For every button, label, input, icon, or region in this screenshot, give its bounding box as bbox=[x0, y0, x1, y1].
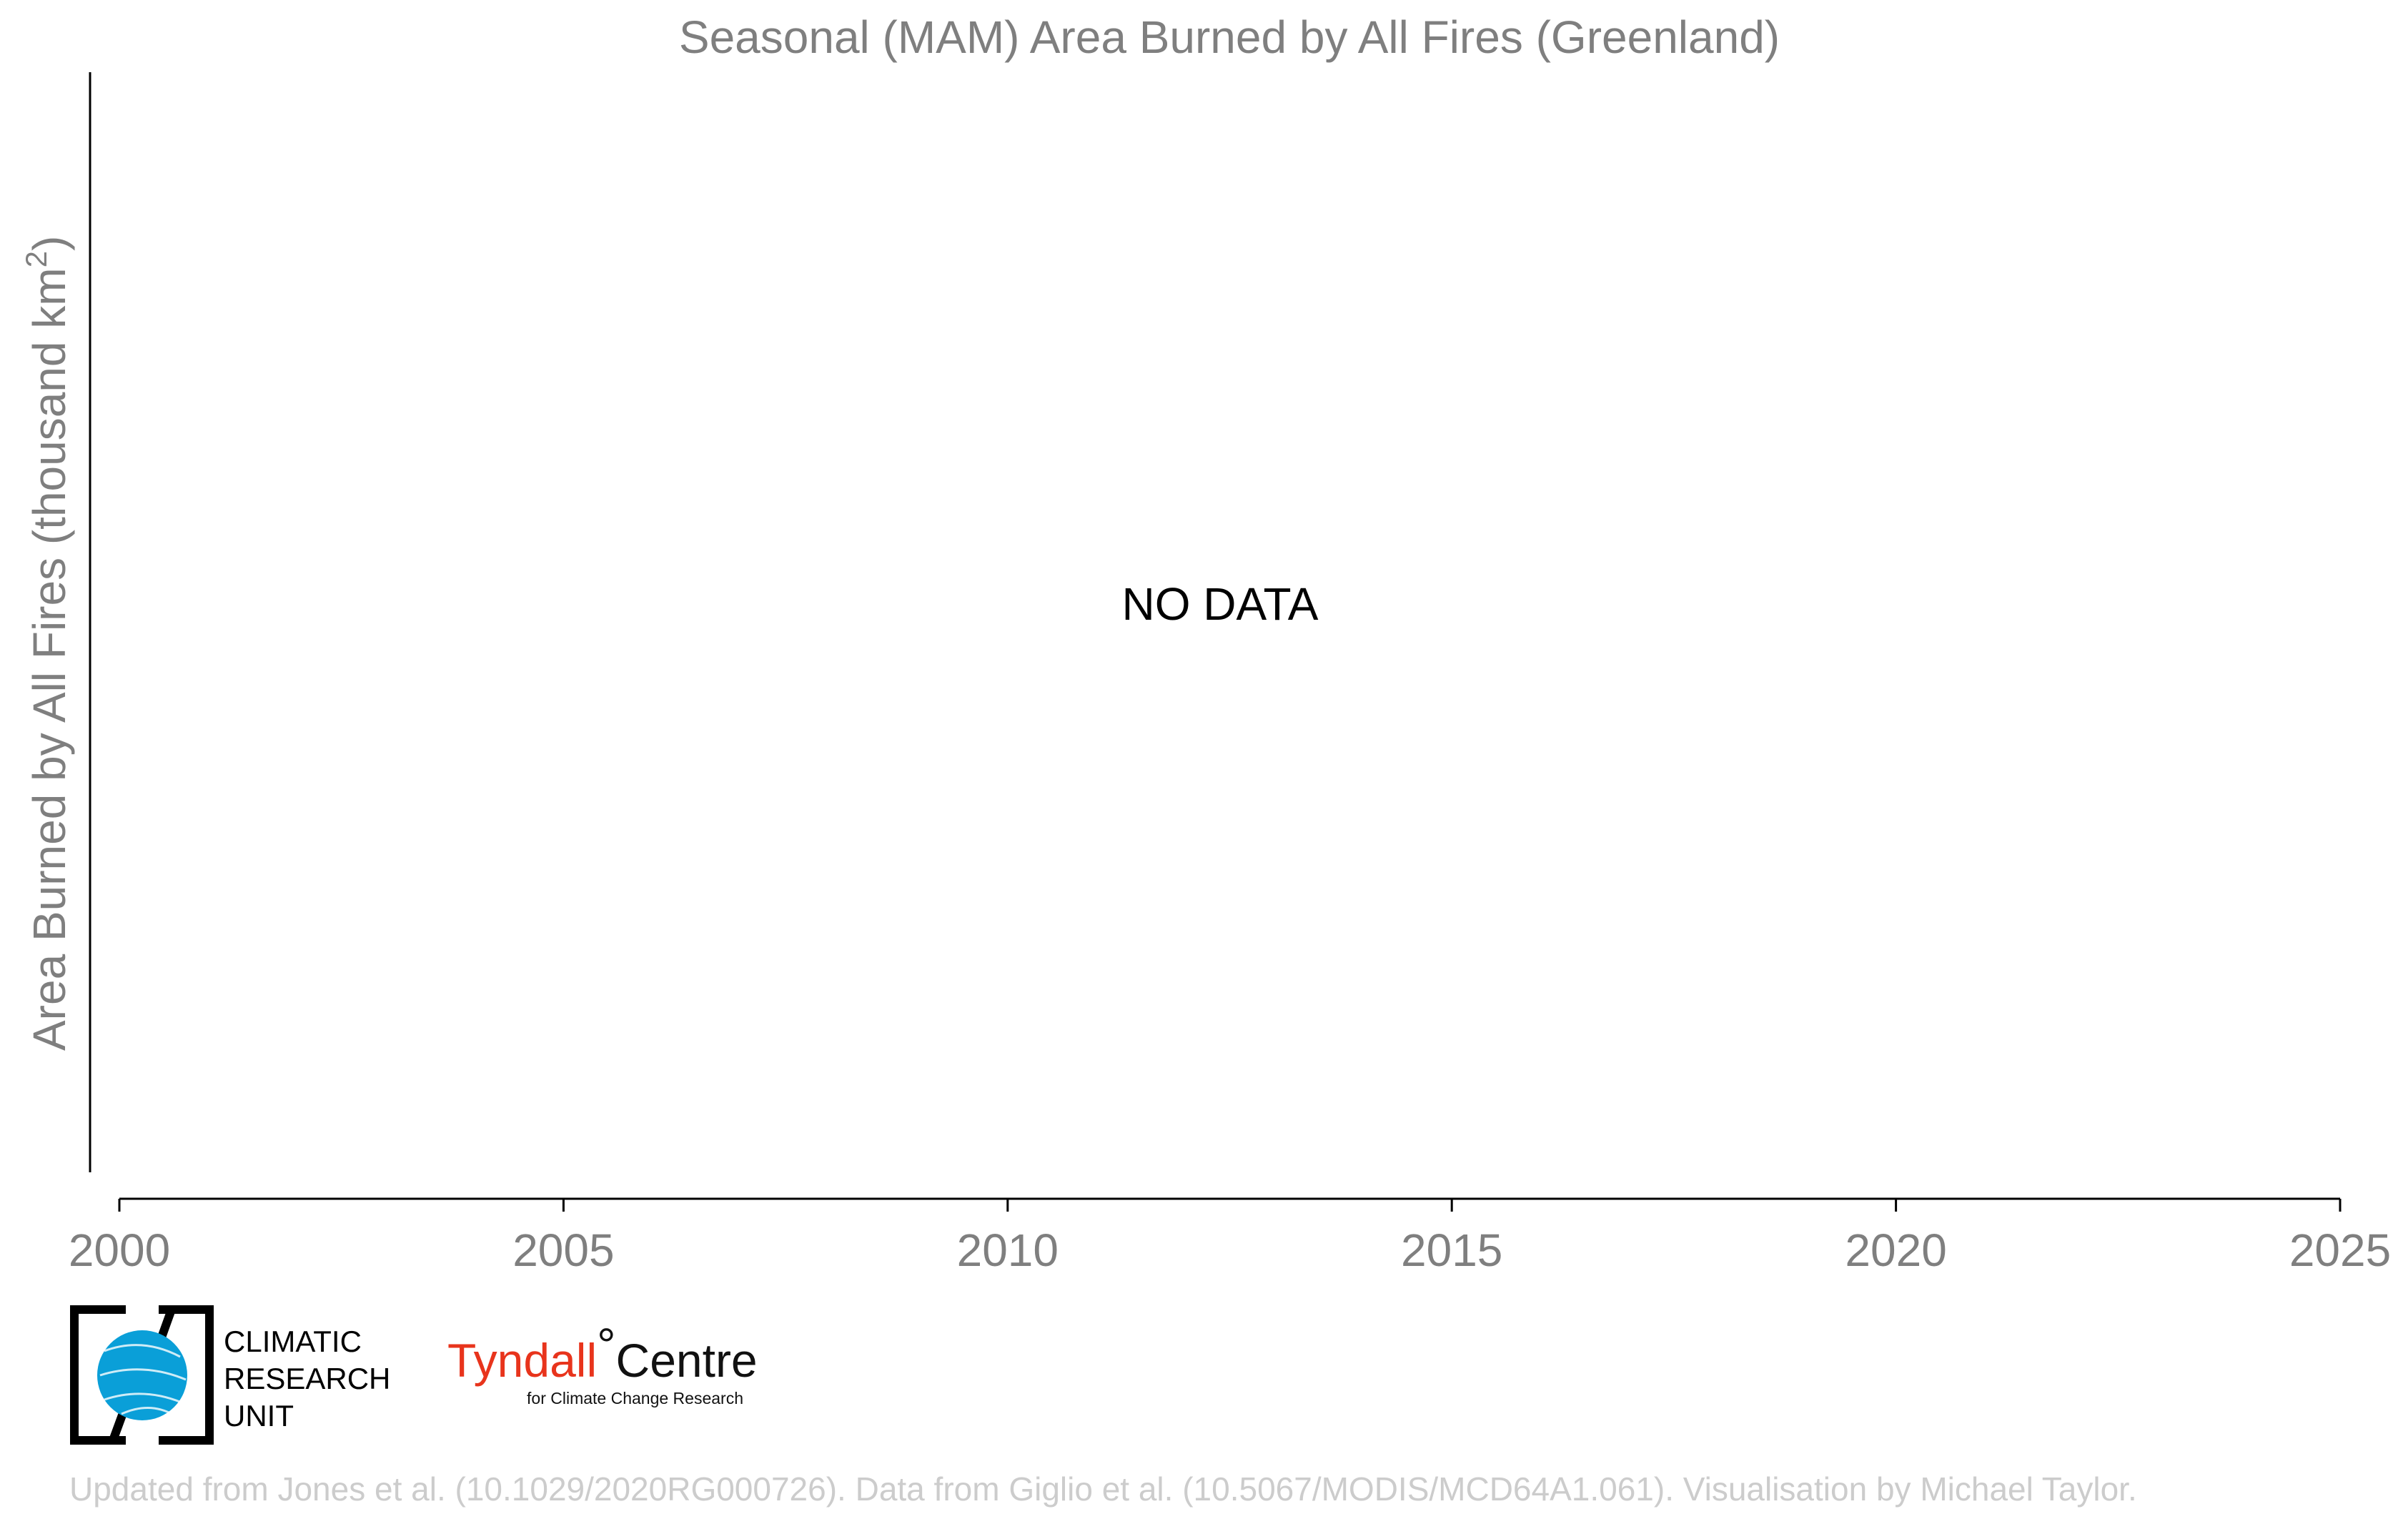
x-tick-label-2000: 2000 bbox=[69, 1224, 170, 1276]
credit-text: Updated from Jones et al. (10.1029/2020R… bbox=[69, 1470, 2137, 1508]
cru-text-line3: UNIT bbox=[224, 1399, 294, 1433]
x-tick-label-2025: 2025 bbox=[2289, 1224, 2391, 1276]
x-tick-label-2010: 2010 bbox=[957, 1224, 1059, 1276]
tyndall-subtitle: for Climate Change Research bbox=[527, 1389, 743, 1407]
y-axis-label-text: Area Burned by All Fires (thousand km bbox=[24, 267, 75, 1051]
cru-text-line2: RESEARCH bbox=[224, 1362, 390, 1395]
cru-globe-lines bbox=[99, 1344, 187, 1417]
tyndall-wordmark: Tyndall°Centre bbox=[447, 1318, 758, 1387]
chart-title: Seasonal (MAM) Area Burned by All Fires … bbox=[679, 11, 1780, 63]
y-axis-label-sup: 2 bbox=[19, 251, 53, 267]
cru-logo: CLIMATIC RESEARCH UNIT bbox=[70, 1305, 390, 1445]
x-tick-label-2005: 2005 bbox=[512, 1224, 614, 1276]
x-axis: 2000 2005 2010 2015 2020 2025 bbox=[69, 1197, 2391, 1276]
x-tick-label-2015: 2015 bbox=[1401, 1224, 1502, 1276]
no-data-annotation: NO DATA bbox=[1122, 578, 1319, 630]
x-tick-label-2020: 2020 bbox=[1845, 1224, 1946, 1276]
cru-logo-right-bracket bbox=[159, 1305, 214, 1445]
cru-text-line1: CLIMATIC bbox=[224, 1325, 362, 1358]
y-axis-label: Area Burned by All Fires (thousand km2) bbox=[19, 236, 75, 1051]
tyndall-centre-text: Centre bbox=[616, 1334, 758, 1387]
tyndall-degree: ° bbox=[597, 1318, 615, 1371]
y-axis-label-close: ) bbox=[24, 236, 75, 251]
cru-logo-left-bracket bbox=[70, 1305, 126, 1445]
tyndall-name: Tyndall bbox=[447, 1334, 597, 1387]
tyndall-logo: Tyndall°Centre for Climate Change Resear… bbox=[447, 1318, 758, 1407]
